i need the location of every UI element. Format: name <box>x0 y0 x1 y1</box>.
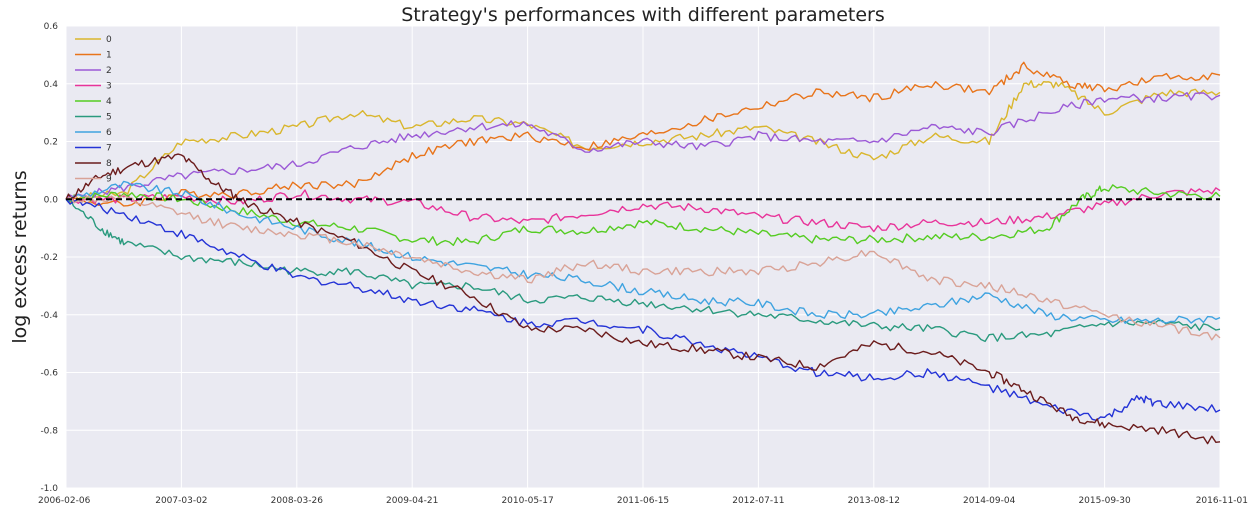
legend-label-3: 3 <box>106 82 112 92</box>
legend-label-4: 4 <box>106 97 112 107</box>
x-tick-label: 2012-07-11 <box>732 496 784 506</box>
legend-label-8: 8 <box>106 159 112 169</box>
x-tick-label: 2014-09-04 <box>963 496 1016 506</box>
series-line-2 <box>65 91 1221 200</box>
y-tick-label: -0.6 <box>40 369 58 379</box>
y-tick-label: 0.6 <box>44 22 59 32</box>
series-line-5 <box>65 198 1221 343</box>
y-axis-label: log excess returns <box>9 170 31 343</box>
y-tick-label: -1.0 <box>40 484 58 494</box>
series-line-9 <box>65 194 1221 341</box>
y-tick-label: 0.0 <box>44 195 59 205</box>
chart-title: Strategy's performances with different p… <box>401 4 884 26</box>
x-tick-label: 2010-05-17 <box>501 496 553 506</box>
x-axis-ticks: 2006-02-06 2007-03-02 2008-03-26 2009-04-21… <box>38 496 1248 506</box>
legend-label-9: 9 <box>106 175 112 185</box>
legend-label-6: 6 <box>106 128 112 138</box>
legend-label-1: 1 <box>106 51 112 61</box>
series-line-0 <box>65 79 1221 203</box>
series-line-7 <box>65 198 1221 421</box>
y-tick-label: -0.8 <box>40 426 58 436</box>
gridlines <box>65 25 1221 489</box>
series-line-3 <box>65 187 1221 233</box>
legend-label-0: 0 <box>106 35 112 45</box>
series-line-8 <box>65 153 1221 445</box>
x-tick-label: 2007-03-02 <box>155 496 207 506</box>
legend-label-5: 5 <box>106 113 112 123</box>
legend: 0 1 2 3 4 5 6 7 8 9 <box>75 35 112 185</box>
series-line-1 <box>65 61 1221 207</box>
y-axis-ticks: 0.6 0.4 0.2 0.0 -0.2 -0.4 -0.6 -0.8 -1.0 <box>40 22 58 494</box>
x-tick-label: 2015-09-30 <box>1078 496 1131 506</box>
y-tick-label: 0.2 <box>44 138 58 148</box>
series-lines <box>65 61 1221 445</box>
legend-label-2: 2 <box>106 66 112 76</box>
x-tick-label: 2011-06-15 <box>617 496 669 506</box>
y-tick-label: -0.2 <box>40 253 58 263</box>
series-line-6 <box>65 180 1221 324</box>
legend-label-7: 7 <box>106 144 112 154</box>
x-tick-label: 2008-03-26 <box>271 496 324 506</box>
y-tick-label: 0.4 <box>44 80 59 90</box>
y-tick-label: -0.4 <box>40 311 58 321</box>
x-tick-label: 2006-02-06 <box>38 496 91 506</box>
x-tick-label: 2016-11-01 <box>1196 496 1248 506</box>
x-tick-label: 2013-08-12 <box>848 496 900 506</box>
x-tick-label: 2009-04-21 <box>386 496 438 506</box>
